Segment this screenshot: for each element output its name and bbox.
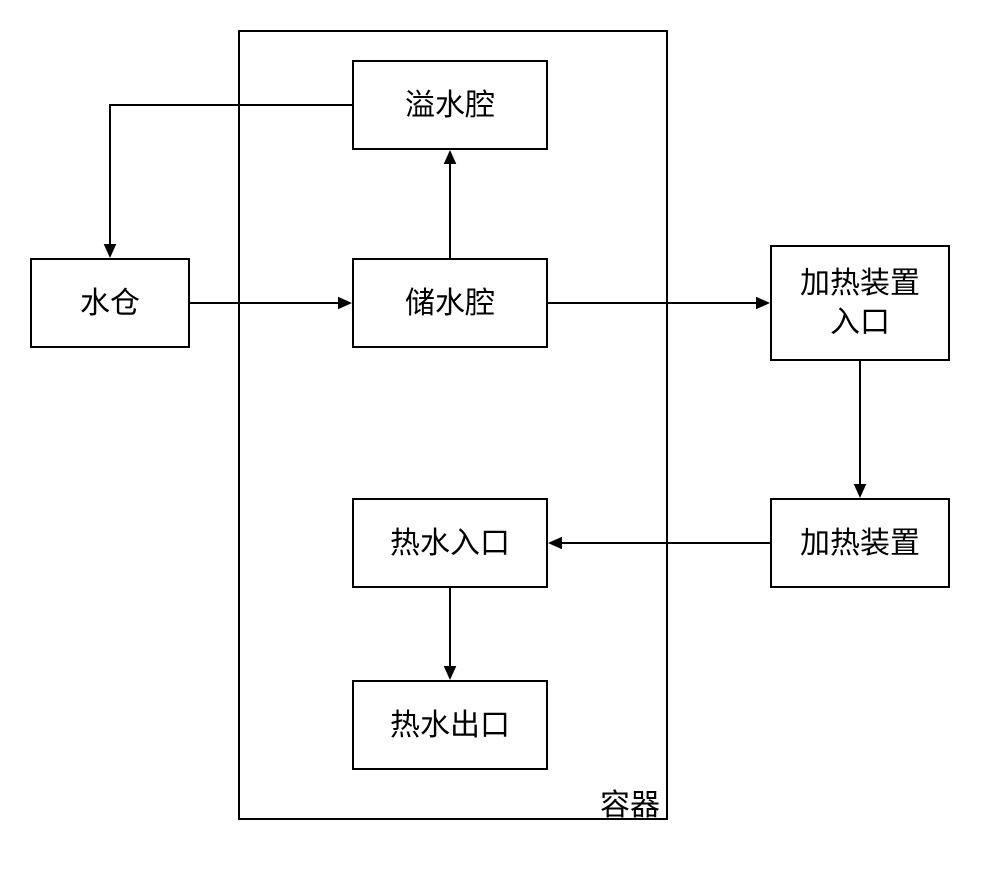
diagram-canvas: 容器 水仓 溢水腔 储水腔 热水入口 热水出口 加热装置 入口 加热装置: [0, 0, 1000, 870]
node-heater: 加热装置: [770, 498, 950, 588]
node-storage-cavity: 储水腔: [352, 258, 548, 348]
node-heater-inlet: 加热装置 入口: [770, 245, 950, 361]
container-label: 容器: [600, 780, 660, 824]
node-water-tank: 水仓: [30, 258, 190, 348]
node-overflow-cavity: 溢水腔: [352, 60, 548, 150]
node-hot-water-out: 热水出口: [352, 680, 548, 770]
node-hot-water-in: 热水入口: [352, 498, 548, 588]
